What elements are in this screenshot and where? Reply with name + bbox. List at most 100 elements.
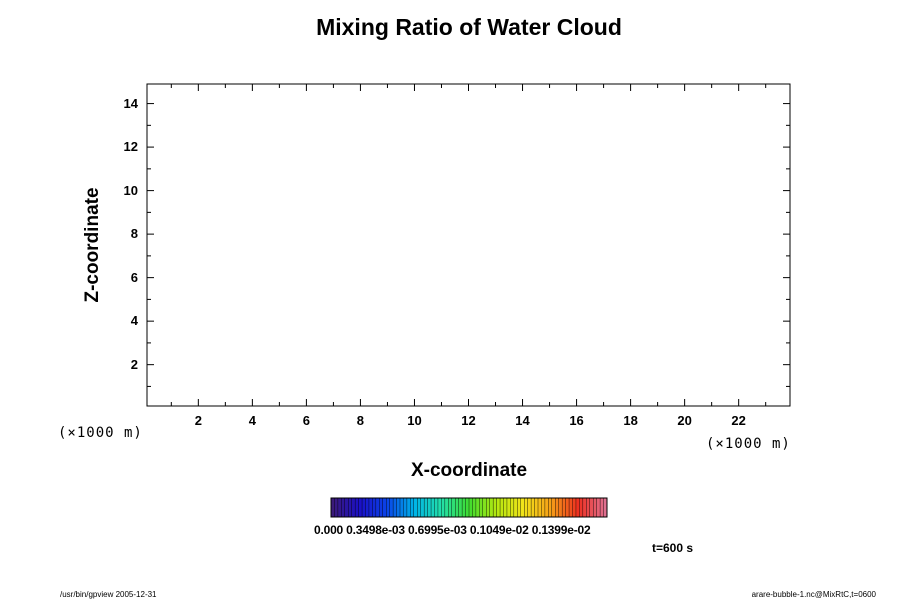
colorbar-swatch: [482, 497, 487, 518]
colorbar-swatch: [486, 497, 491, 518]
footer-left: /usr/bin/gpview 2005-12-31: [60, 590, 157, 599]
colorbar-swatch: [368, 497, 373, 518]
y-tick-label: 8: [130, 226, 138, 242]
colorbar-labels: 0.000 0.3498e-03 0.6995e-03 0.1049e-02 0…: [314, 523, 591, 537]
colorbar-swatch: [575, 497, 580, 518]
colorbar-swatch: [344, 497, 349, 518]
colorbar-swatch: [417, 497, 422, 518]
colorbar-swatch: [506, 497, 511, 518]
colorbar-swatch: [510, 497, 515, 518]
colorbar-swatch: [396, 497, 401, 518]
colorbar-swatch: [351, 497, 356, 518]
colorbar-swatch: [582, 497, 587, 518]
chart-title: Mixing Ratio of Water Cloud: [316, 14, 622, 40]
x-tick-label: 18: [623, 413, 638, 428]
colorbar-swatch: [448, 497, 453, 518]
colorbar-frame: [330, 497, 608, 518]
colorbar-swatch: [565, 497, 570, 518]
colorbar-swatch: [524, 497, 529, 518]
colorbar-swatch: [586, 497, 591, 518]
colorbar-swatch: [534, 497, 539, 518]
colorbar-swatch: [461, 497, 467, 518]
colorbar-swatch: [593, 497, 598, 518]
colorbar-swatch: [468, 497, 473, 518]
colorbar-swatch: [572, 497, 577, 518]
colorbar-swatch: [579, 497, 584, 518]
plot-area: [146, 83, 791, 407]
x-axis-label: X-coordinate: [410, 460, 528, 481]
x-axis-unit: (×1000 m): [706, 436, 791, 452]
colorbar-swatch: [475, 497, 480, 518]
colorbar-swatch: [354, 497, 360, 518]
colorbar-swatch: [399, 497, 404, 518]
colorbar-swatch: [558, 497, 563, 518]
colorbar-swatch: [458, 497, 463, 518]
colorbar-swatch: [489, 497, 494, 518]
colorbar-swatch: [451, 497, 456, 518]
colorbar-swatch: [434, 497, 439, 518]
colorbar-swatch: [517, 497, 522, 518]
colorbar-swatch: [427, 497, 432, 518]
colorbar-swatch: [403, 497, 408, 518]
colorbar-swatch: [465, 497, 470, 518]
plot-frame: [146, 83, 791, 407]
colorbar-swatch: [530, 497, 536, 518]
x-tick-label: 6: [302, 413, 311, 428]
x-tick-label: 14: [515, 413, 530, 428]
colorbar-swatch: [392, 497, 398, 518]
colorbar-swatch: [479, 497, 484, 518]
colorbar-swatch: [503, 497, 508, 518]
colorbar-swatch: [375, 497, 380, 518]
colorbar-swatch: [599, 497, 605, 518]
colorbar-swatch: [389, 497, 394, 518]
x-tick-label: 10: [407, 413, 422, 428]
x-tick-label: 12: [461, 413, 476, 428]
colorbar-swatch: [379, 497, 384, 518]
colorbar-swatch: [537, 497, 542, 518]
colorbar-swatch: [561, 497, 567, 518]
x-tick-label: 16: [569, 413, 584, 428]
colorbar-swatch: [413, 497, 418, 518]
colorbar-swatch: [472, 497, 477, 518]
colorbar-swatch: [555, 497, 560, 518]
colorbar-swatch: [430, 497, 435, 518]
colorbar-swatch: [382, 497, 387, 518]
colorbar-swatch: [437, 497, 442, 518]
y-tick-label: 6: [130, 269, 138, 285]
colorbar-swatch: [541, 497, 546, 518]
colorbar-swatch: [596, 497, 601, 518]
time-label: t=600 s: [652, 541, 694, 555]
colorbar-swatch: [551, 497, 556, 518]
colorbar-swatch: [365, 497, 370, 518]
colorbar-swatch: [499, 497, 504, 518]
colorbar-swatch: [544, 497, 549, 518]
colorbar-swatch: [337, 497, 342, 518]
colorbar-swatch: [330, 497, 335, 518]
x-tick-label: 22: [731, 413, 746, 428]
y-tick-label: 4: [130, 313, 138, 329]
colorbar-swatch: [358, 497, 363, 518]
colorbar-swatch: [513, 497, 518, 518]
colorbar-swatch: [520, 497, 525, 518]
x-tick-label: 2: [194, 413, 202, 428]
colorbar-swatch: [348, 497, 353, 518]
y-tick-label: 2: [130, 356, 138, 372]
footer-right: arare-bubble-1.nc@MixRtC,t=0600: [751, 590, 876, 599]
colorbar-swatch: [386, 497, 391, 518]
colorbar-swatch: [334, 497, 339, 518]
colorbar-swatch: [341, 497, 346, 518]
colorbar-swatch: [423, 497, 429, 518]
colorbar-swatch: [420, 497, 425, 518]
colorbar-swatch: [372, 497, 377, 518]
colorbar-swatch: [568, 497, 573, 518]
y-tick-label: 12: [123, 139, 138, 155]
colorbar-swatch: [527, 497, 532, 518]
colorbar-swatch: [410, 497, 415, 518]
colorbar: [330, 497, 608, 518]
x-tick-label: 4: [248, 413, 256, 428]
colorbar-swatch: [496, 497, 501, 518]
x-tick-label: 20: [677, 413, 692, 428]
colorbar-swatch: [444, 497, 449, 518]
colorbar-swatch: [589, 497, 594, 518]
